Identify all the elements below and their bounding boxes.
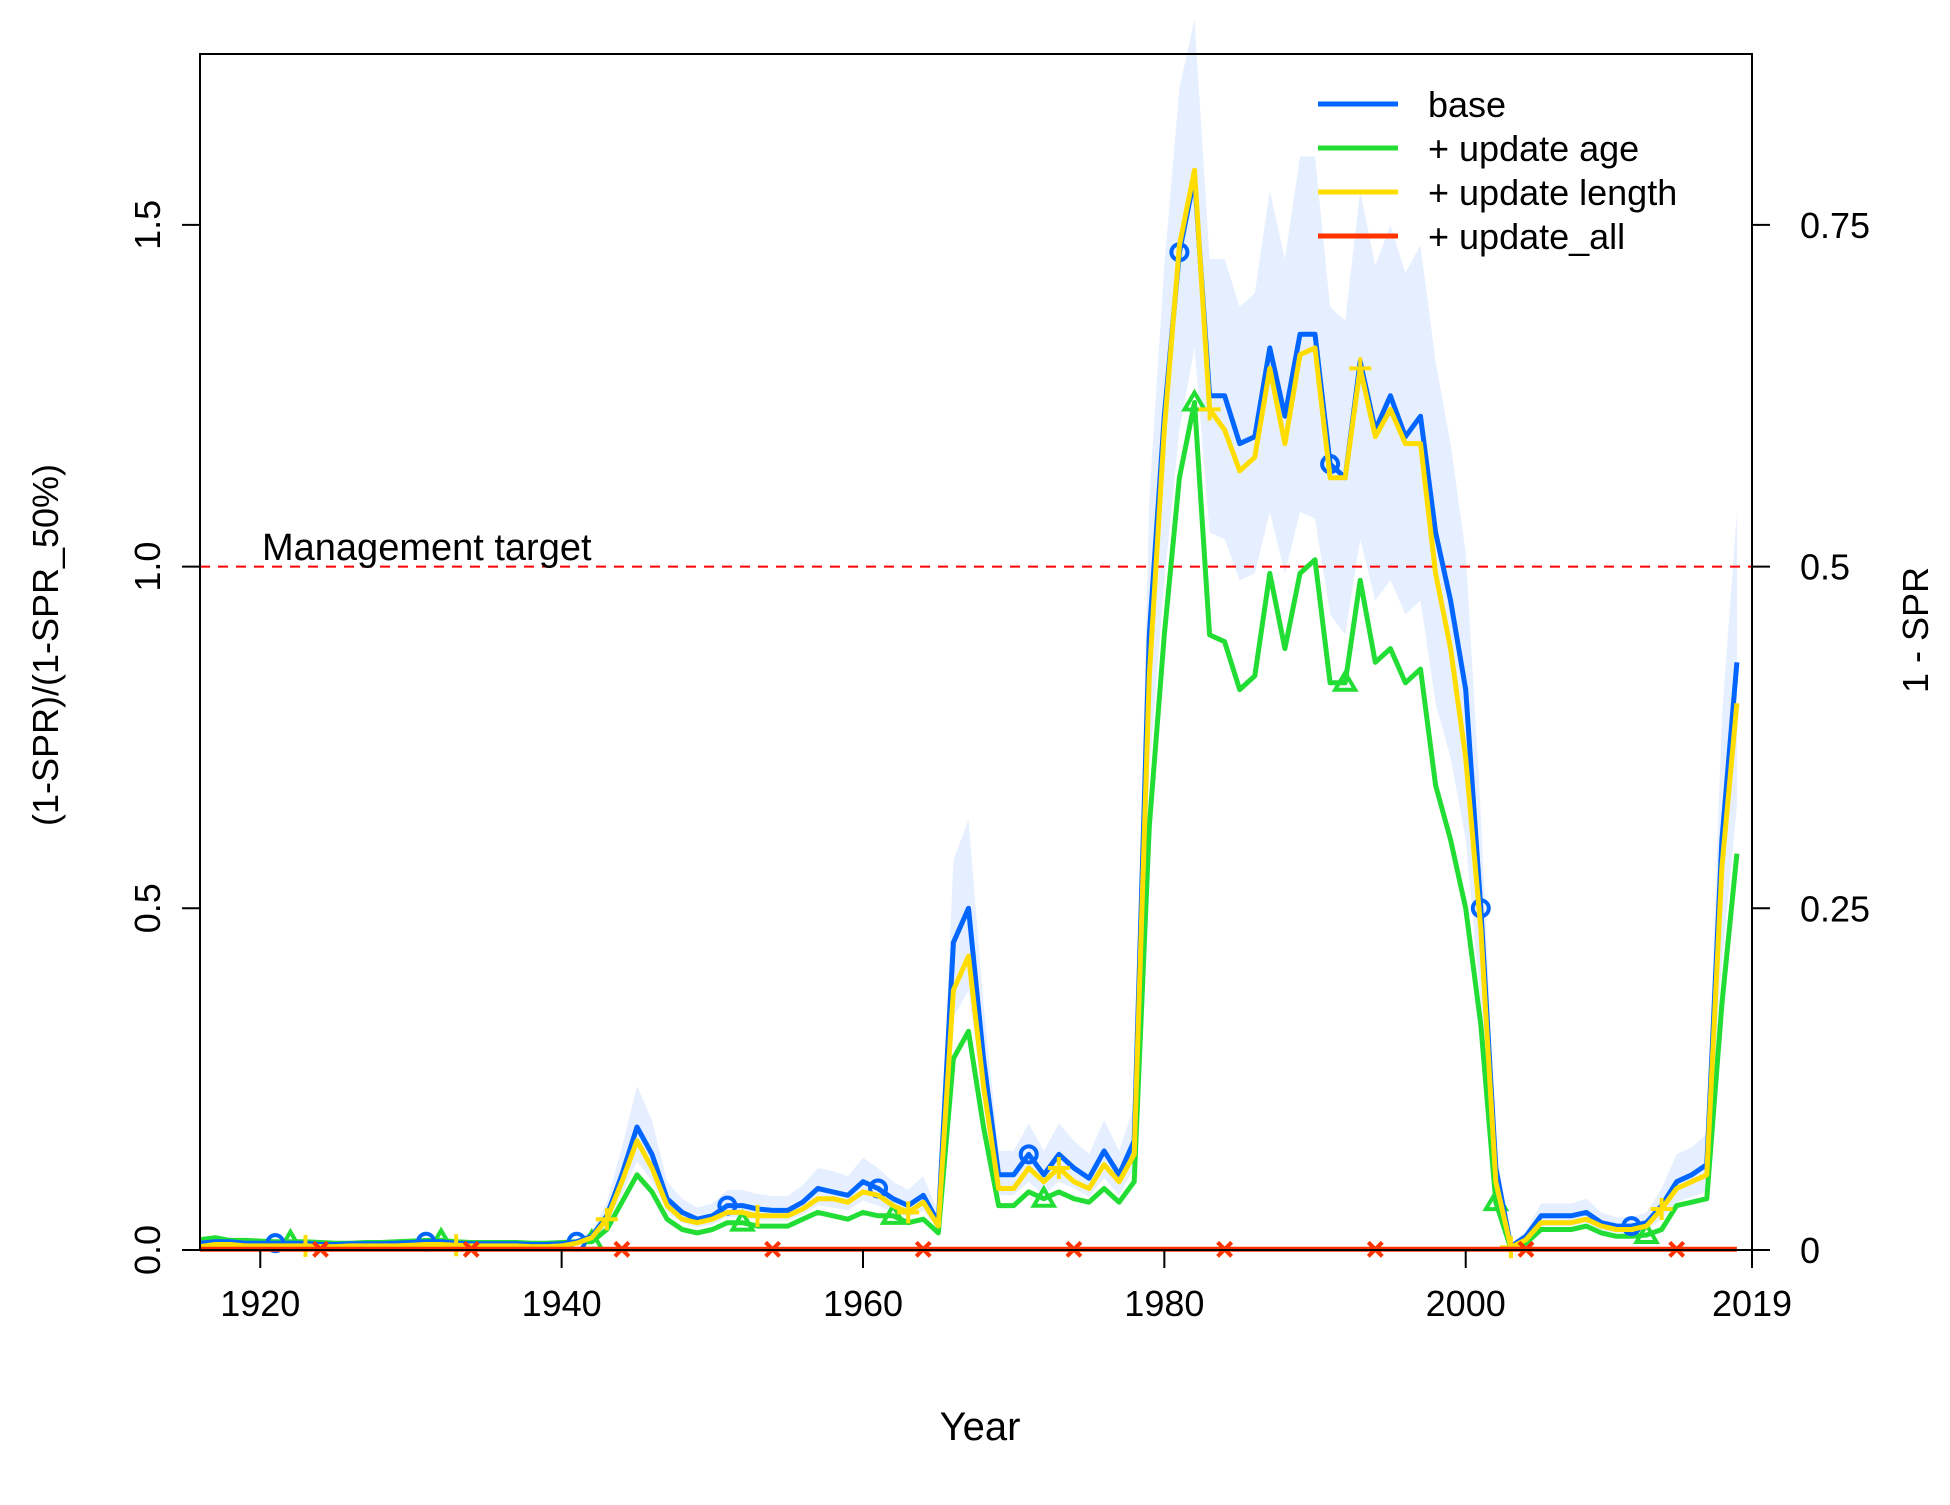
series-marker <box>1030 1184 1058 1208</box>
reference-line-label: Management target <box>262 527 592 569</box>
x-tick-label: 1940 <box>522 1283 602 1324</box>
series-0 <box>199 174 1740 1254</box>
axis-layer: 1920 1940 1960 1980 2000 2019 0.0 0.5 1.0 1.5 0 0.2… <box>127 53 1870 1324</box>
y-tick-label: 0.5 <box>127 883 168 933</box>
x-axis-label: Year <box>940 1405 1021 1449</box>
series-marker <box>294 1234 317 1257</box>
y-axis-label: (1-SPR)/(1-SPR_50%) <box>25 464 66 826</box>
legend-label: + update length <box>1428 172 1677 213</box>
series-marker <box>728 1208 756 1232</box>
series-marker <box>746 1204 769 1227</box>
series-marker <box>595 1208 618 1231</box>
series-line <box>199 174 1740 1250</box>
y-tick-label: 1.5 <box>127 200 168 250</box>
y2-tick-label: 0.75 <box>1800 205 1870 246</box>
legend-label: + update age <box>1428 128 1639 169</box>
uncertainty-band <box>200 19 1737 1248</box>
series-marker <box>1180 388 1208 412</box>
x-tick-label: 2019 <box>1712 1283 1792 1324</box>
y2-tick-label: 0 <box>1800 1230 1820 1271</box>
y2-tick-label: 0.25 <box>1800 888 1870 929</box>
series-marker <box>1331 668 1359 692</box>
series-2 <box>199 167 1740 1259</box>
series-marker <box>1018 1144 1039 1165</box>
x-tick-label: 2000 <box>1426 1283 1506 1324</box>
y2-tick-label: 0.5 <box>1800 547 1850 588</box>
legend: base+ update age + update length + updat… <box>1318 84 1677 257</box>
x-tick-label: 1960 <box>823 1283 903 1324</box>
series-marker <box>1349 357 1372 380</box>
series-marker <box>1633 1221 1661 1244</box>
uncertainty-band-layer <box>200 19 1737 1248</box>
legend-label: base <box>1428 84 1506 125</box>
y2-axis-label: 1 - SPR <box>1895 567 1936 693</box>
y-tick-label: 1.0 <box>127 542 168 592</box>
x-tick-label: 1920 <box>220 1283 300 1324</box>
y-tick-label: 0.0 <box>127 1225 168 1275</box>
series-marker <box>445 1234 468 1257</box>
series-marker <box>1047 1156 1070 1179</box>
series-layer <box>199 167 1740 1259</box>
series-marker <box>1650 1197 1673 1220</box>
series-line <box>199 167 1740 1250</box>
plot-frame <box>199 53 1753 1251</box>
legend-label: + update_all <box>1428 216 1625 257</box>
x-tick-label: 1980 <box>1124 1283 1204 1324</box>
series-marker <box>897 1201 920 1224</box>
series-marker <box>1198 398 1221 421</box>
